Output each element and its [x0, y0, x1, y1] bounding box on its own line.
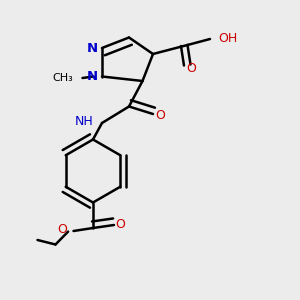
Text: O: O — [187, 62, 196, 75]
Text: N: N — [87, 70, 98, 83]
Text: N: N — [87, 41, 98, 55]
Text: O: O — [156, 109, 165, 122]
Text: NH: NH — [75, 115, 94, 128]
Text: OH: OH — [218, 32, 238, 46]
Text: O: O — [116, 218, 125, 232]
Text: O: O — [57, 223, 67, 236]
Text: CH₃: CH₃ — [53, 73, 74, 83]
